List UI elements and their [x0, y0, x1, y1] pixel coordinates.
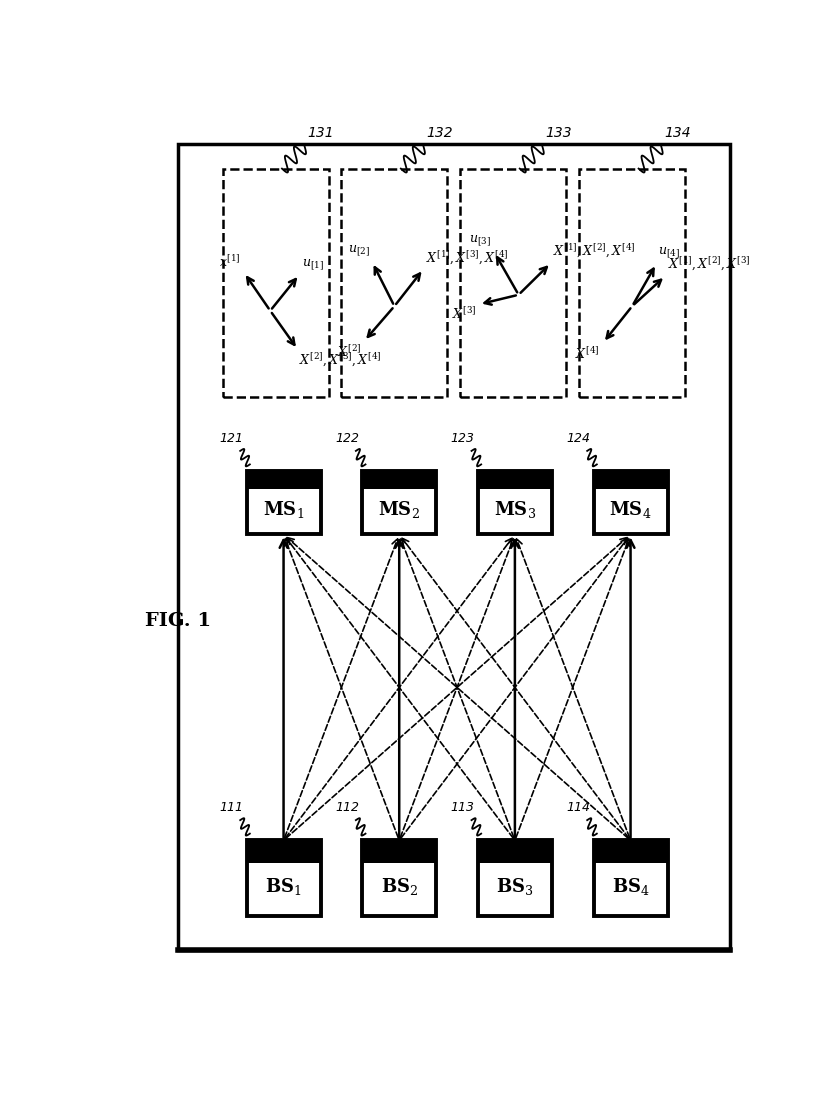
Text: BS$_3$: BS$_3$ — [496, 876, 534, 897]
Text: $u_{[1]}$: $u_{[1]}$ — [302, 258, 323, 273]
Text: 132: 132 — [426, 126, 453, 140]
Text: $u_{[2]}$: $u_{[2]}$ — [347, 243, 370, 259]
Text: MS$_1$: MS$_1$ — [263, 499, 304, 520]
Text: 111: 111 — [220, 801, 244, 814]
Bar — [362, 471, 436, 535]
Bar — [246, 841, 321, 864]
Bar — [478, 471, 552, 489]
Text: MS$_2$: MS$_2$ — [378, 499, 420, 520]
Text: 122: 122 — [335, 432, 359, 445]
Bar — [594, 471, 667, 535]
Text: $X^{[1]},X^{[3]},X^{[4]}$: $X^{[1]},X^{[3]},X^{[4]}$ — [426, 249, 508, 266]
Text: 123: 123 — [451, 432, 475, 445]
Bar — [362, 841, 436, 864]
Bar — [177, 145, 730, 950]
Bar — [579, 170, 685, 398]
Text: $u_{[4]}$: $u_{[4]}$ — [658, 246, 680, 261]
Bar — [362, 471, 436, 489]
Bar — [362, 841, 436, 916]
Text: $X^{[1]},X^{[2]},X^{[4]}$: $X^{[1]},X^{[2]},X^{[4]}$ — [553, 243, 636, 261]
Bar — [246, 471, 321, 535]
Text: 114: 114 — [566, 801, 590, 814]
Text: BS$_2$: BS$_2$ — [381, 876, 418, 897]
Bar — [246, 841, 321, 916]
Text: 131: 131 — [308, 126, 334, 140]
Text: $X^{[4]}$: $X^{[4]}$ — [575, 346, 600, 362]
Bar — [460, 170, 566, 398]
Text: 112: 112 — [335, 801, 359, 814]
Text: $X^{[2]},X^{[3]},X^{[4]}$: $X^{[2]},X^{[3]},X^{[4]}$ — [299, 352, 381, 369]
Text: $X^{[1]},X^{[2]},X^{[3]}$: $X^{[1]},X^{[2]},X^{[3]}$ — [667, 256, 750, 273]
Text: 113: 113 — [451, 801, 475, 814]
Bar — [478, 841, 552, 916]
Text: $x^{[1]}$: $x^{[1]}$ — [219, 253, 240, 270]
Text: 134: 134 — [664, 126, 691, 140]
Bar — [478, 841, 552, 864]
Bar — [246, 471, 321, 489]
Text: BS$_1$: BS$_1$ — [265, 876, 302, 897]
Bar — [594, 471, 667, 489]
Text: 124: 124 — [566, 432, 590, 445]
Text: 121: 121 — [220, 432, 244, 445]
Bar — [594, 841, 667, 916]
Text: MS$_3$: MS$_3$ — [494, 499, 536, 520]
Bar — [342, 170, 448, 398]
Bar — [594, 841, 667, 864]
Bar — [222, 170, 328, 398]
Text: $X^{[2]}$: $X^{[2]}$ — [337, 344, 361, 361]
Text: 133: 133 — [545, 126, 572, 140]
Text: $X^{[3]}$: $X^{[3]}$ — [452, 307, 476, 322]
Text: FIG. 1: FIG. 1 — [145, 612, 211, 630]
Text: $u_{[3]}$: $u_{[3]}$ — [469, 235, 491, 249]
Text: BS$_4$: BS$_4$ — [612, 876, 649, 897]
Text: MS$_4$: MS$_4$ — [609, 499, 652, 520]
Bar — [478, 471, 552, 535]
